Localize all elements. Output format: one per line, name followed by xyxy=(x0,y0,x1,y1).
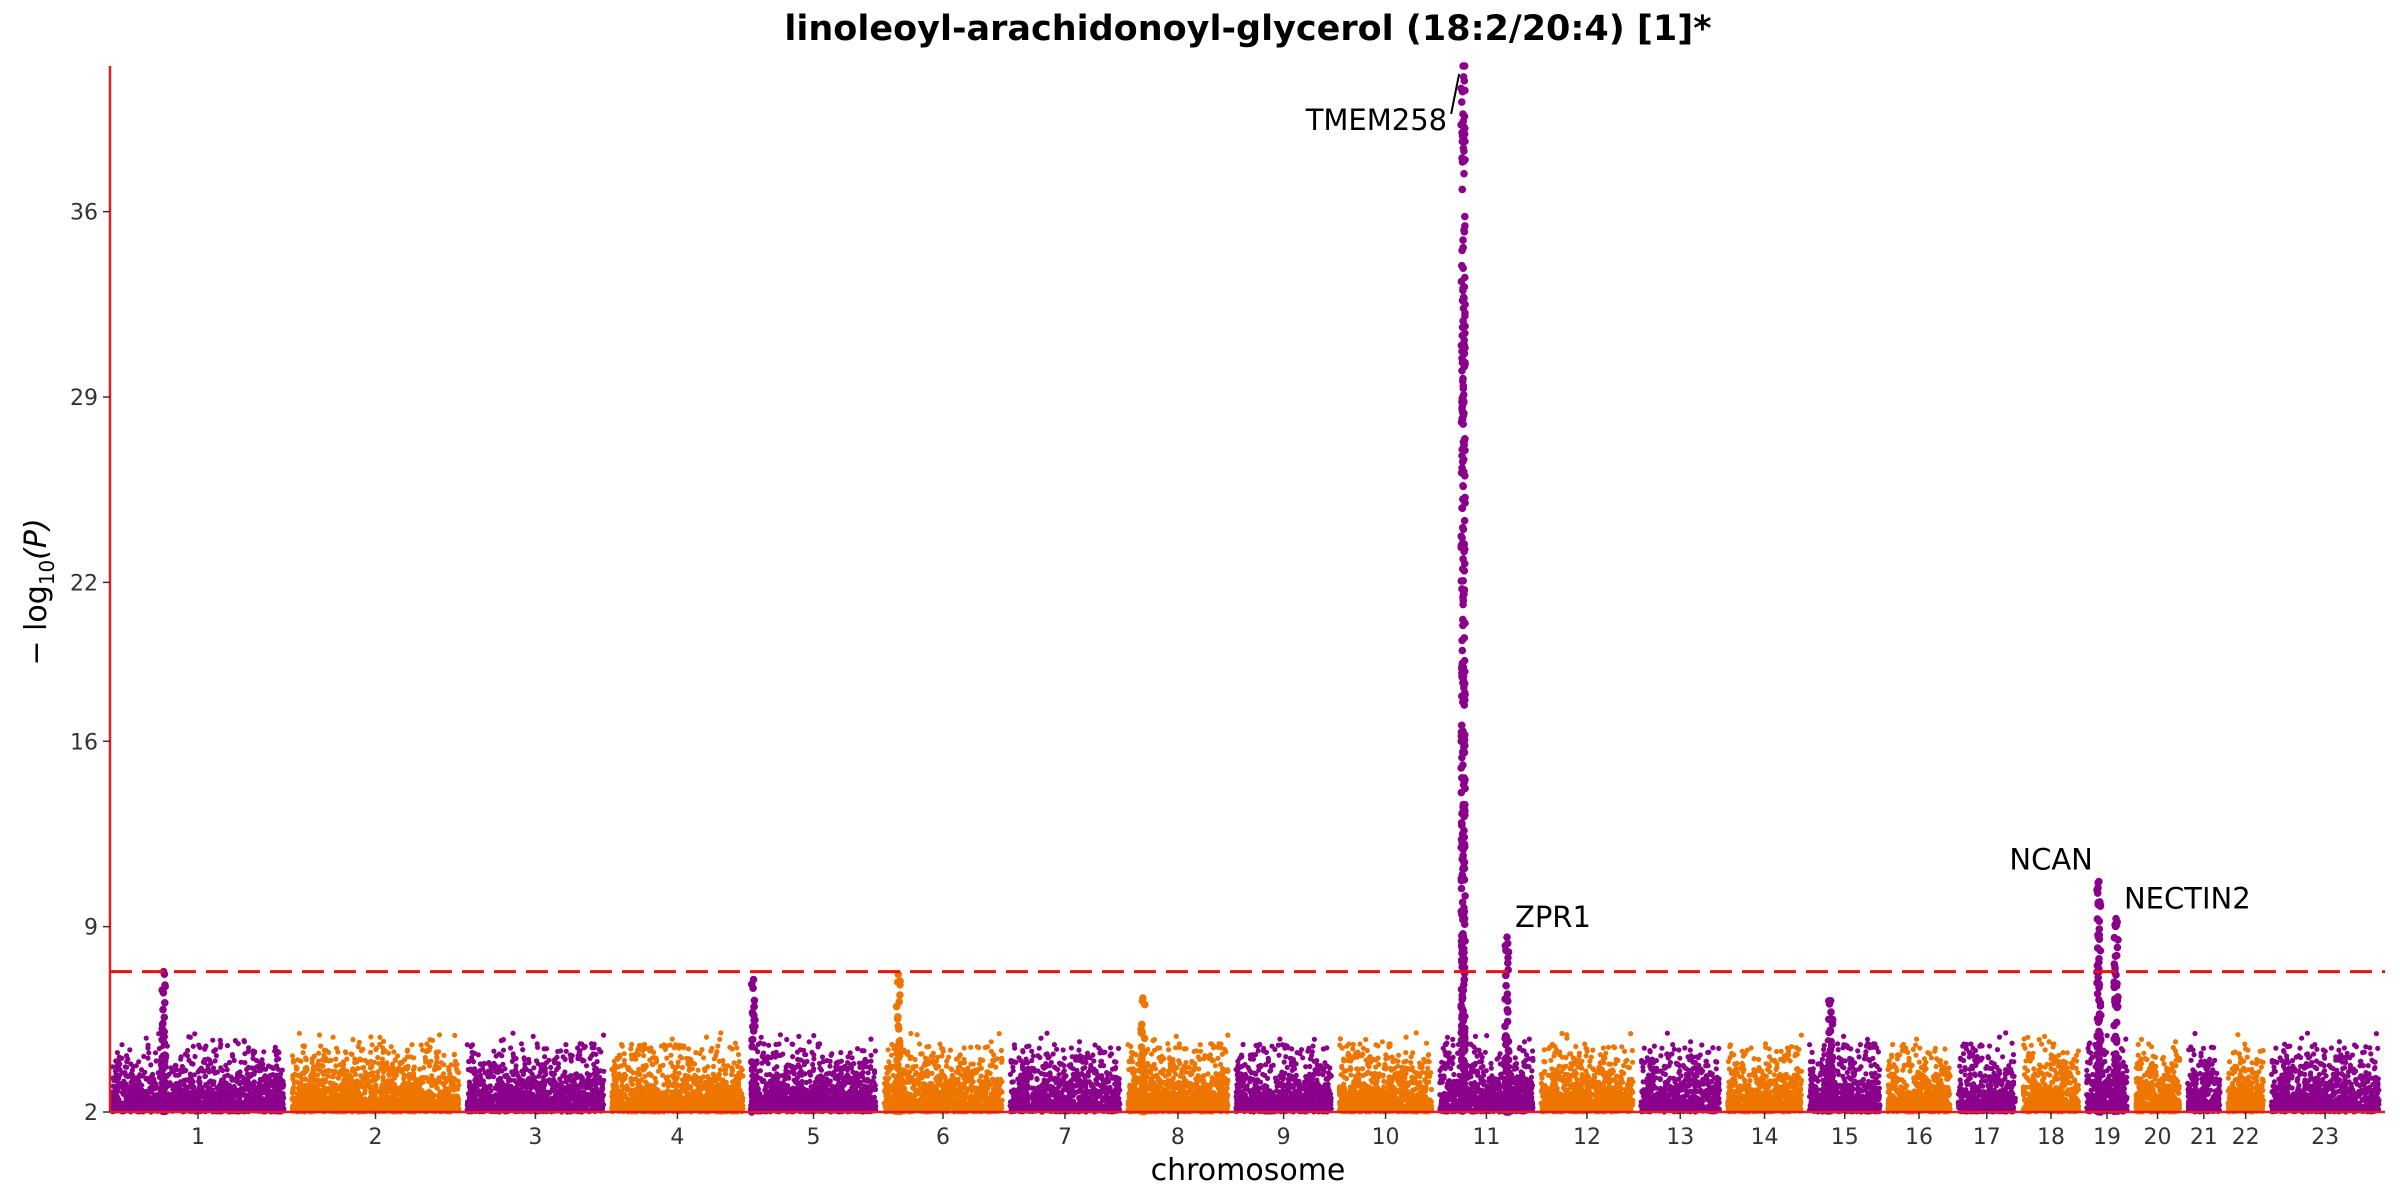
x-tick-label: 13 xyxy=(1666,1125,1694,1150)
annotations: TMEM258 ZPR1 NCAN NECTIN2 xyxy=(1305,73,2251,934)
x-tick-label: 21 xyxy=(2190,1125,2218,1150)
y-axis-label-prefix: − log xyxy=(19,585,54,665)
gene-annotation-nectin2: NECTIN2 xyxy=(2124,882,2251,916)
y-axis-label-suffix: (P) xyxy=(19,518,54,560)
x-tick-label: 14 xyxy=(1751,1125,1779,1150)
y-tick-label: 36 xyxy=(70,201,98,226)
x-tick-label: 15 xyxy=(1831,1125,1859,1150)
x-tick-label: 3 xyxy=(528,1125,542,1150)
x-tick-label: 22 xyxy=(2232,1125,2260,1150)
x-tick-label: 19 xyxy=(2093,1125,2121,1150)
annotation-leader-line xyxy=(1450,73,1461,115)
x-tick-label: 2 xyxy=(369,1125,383,1150)
x-tick-label: 8 xyxy=(1171,1125,1185,1150)
x-tick-label: 23 xyxy=(2311,1125,2339,1150)
y-tick-label: 2 xyxy=(84,1101,98,1126)
x-tick-label: 5 xyxy=(806,1125,820,1150)
y-axis-label: − log10(P) xyxy=(19,518,59,665)
points-even-chromosomes xyxy=(289,970,2266,1116)
x-tick-label: 7 xyxy=(1058,1125,1072,1150)
x-tick-label: 9 xyxy=(1277,1125,1291,1150)
gene-annotation-ncan: NCAN xyxy=(2009,843,2092,877)
x-tick-label: 6 xyxy=(936,1125,950,1150)
x-tick-label: 10 xyxy=(1372,1125,1400,1150)
x-tick-label: 17 xyxy=(1973,1125,2001,1150)
y-tick-label: 16 xyxy=(70,730,98,755)
y-tick-label: 9 xyxy=(84,916,98,941)
gene-annotation-zpr1: ZPR1 xyxy=(1515,900,1591,934)
y-tick-label: 29 xyxy=(70,386,98,411)
y-tick-label: 22 xyxy=(70,571,98,596)
x-tick-label: 16 xyxy=(1905,1125,1933,1150)
x-tick-label: 11 xyxy=(1472,1125,1500,1150)
data-points xyxy=(109,62,2382,1116)
x-tick-label: 18 xyxy=(2037,1125,2065,1150)
chart-title: linoleoyl-arachidonoyl-glycerol (18:2/20… xyxy=(784,9,1711,49)
x-tick-label: 20 xyxy=(2144,1125,2172,1150)
x-tick-label: 1 xyxy=(191,1125,205,1150)
y-axis-label-subscript: 10 xyxy=(35,560,59,585)
x-tick-label: 12 xyxy=(1573,1125,1601,1150)
x-tick-label: 4 xyxy=(670,1125,684,1150)
gene-annotation-tmem258: TMEM258 xyxy=(1305,103,1447,137)
x-axis-label: chromosome xyxy=(1151,1153,1346,1188)
points-odd-chromosomes xyxy=(109,62,2382,1116)
